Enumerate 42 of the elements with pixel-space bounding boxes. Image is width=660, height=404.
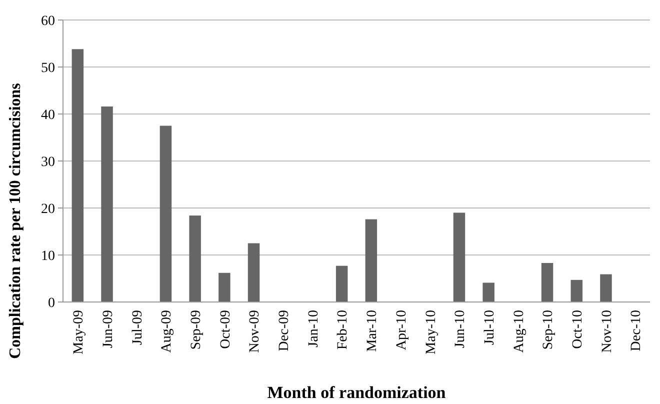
bar (453, 212, 466, 302)
bar (570, 280, 582, 302)
x-tick-label: Jun-09 (100, 310, 116, 348)
x-axis-title: Month of randomization (267, 383, 446, 402)
x-tick-label: Mar-10 (365, 310, 380, 352)
x-tick-label: Nov-10 (600, 310, 615, 353)
x-tick-label: Aug-09 (160, 310, 175, 353)
x-tick-label: Aug-10 (512, 310, 527, 353)
x-tick-label: Sep-10 (541, 310, 556, 350)
bar (248, 243, 260, 302)
x-tick-label: Sep-09 (188, 310, 204, 350)
x-tick-label: May-10 (424, 310, 439, 354)
y-tick-label: 60 (41, 14, 55, 29)
bar (541, 262, 554, 302)
y-tick-label: 30 (41, 154, 55, 170)
x-tick-label: Jul-10 (482, 310, 498, 345)
x-tick-label: Jan-10 (306, 310, 322, 348)
x-tick-label: Feb-10 (336, 310, 351, 350)
x-tick-label: Apr-10 (394, 310, 410, 350)
bar (482, 282, 494, 302)
bar (189, 216, 201, 302)
y-axis-title: Complication rate per 100 circumcisions (7, 83, 24, 359)
bar (218, 272, 230, 302)
y-tick-label: 50 (41, 60, 55, 76)
x-tick-label: Dec-10 (629, 310, 644, 352)
bar (336, 266, 348, 302)
x-tick-label: Oct-10 (570, 310, 586, 349)
bar (160, 126, 172, 302)
y-tick-label: 0 (48, 296, 55, 311)
x-tick-label: Jun-10 (453, 310, 468, 348)
x-tick-label: May-09 (72, 310, 87, 354)
bar (72, 49, 84, 302)
x-tick-label: Oct-09 (218, 310, 234, 349)
y-tick-label: 40 (41, 108, 55, 123)
x-tick-label: Dec-09 (277, 310, 292, 352)
bar (365, 219, 378, 302)
x-tick-label: Jul-09 (130, 310, 146, 345)
x-tick-label: Nov-09 (248, 310, 263, 353)
bar (101, 106, 113, 302)
bar (600, 274, 612, 302)
y-tick-label: 10 (41, 248, 55, 264)
y-tick-label: 20 (41, 202, 55, 217)
